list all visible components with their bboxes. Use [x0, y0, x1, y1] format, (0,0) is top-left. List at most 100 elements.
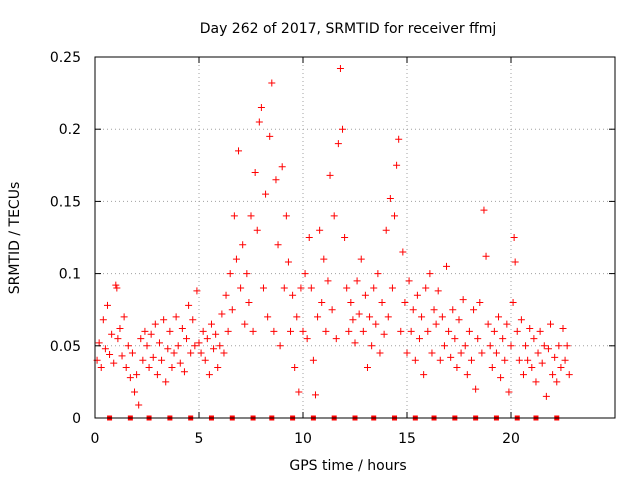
data-point: [353, 277, 361, 285]
data-point: [563, 342, 571, 350]
data-point: [561, 356, 569, 364]
data-point: [357, 255, 365, 263]
data-point: [106, 350, 114, 358]
data-point: [220, 349, 228, 357]
data-point: [515, 356, 523, 364]
data-point: [289, 291, 297, 299]
data-point: [378, 298, 386, 306]
data-point: [268, 79, 276, 87]
data-point: [307, 284, 315, 292]
data-point: [187, 349, 195, 357]
data-point: [303, 335, 311, 343]
data-point: [278, 163, 286, 171]
data-point: [210, 345, 218, 353]
data-point: [153, 371, 161, 379]
data-point: [110, 359, 118, 367]
data-point: [137, 335, 145, 343]
data-point: [472, 385, 480, 393]
data-point: [395, 135, 403, 143]
data-point: [147, 330, 155, 338]
y-tick-label: 0.1: [59, 267, 81, 283]
data-point: [418, 313, 426, 321]
data-point: [343, 284, 351, 292]
data-point: [551, 353, 559, 361]
data-point: [382, 226, 390, 234]
data-point: [251, 169, 259, 177]
data-point: [284, 258, 292, 266]
data-point: [122, 363, 130, 371]
data-point: [405, 277, 413, 285]
data-point: [451, 335, 459, 343]
y-tick-label: 0.05: [50, 339, 81, 355]
scatter-points: [93, 65, 573, 421]
data-point: [108, 330, 116, 338]
data-point: [443, 262, 451, 270]
data-point: [397, 327, 405, 335]
data-point: [228, 306, 236, 314]
x-tick-label: 5: [195, 431, 204, 447]
x-axis-label: GPS time / hours: [289, 458, 406, 474]
data-point: [524, 356, 532, 364]
data-point: [253, 226, 261, 234]
data-point: [143, 342, 151, 350]
data-point: [264, 313, 272, 321]
data-point: [332, 335, 340, 343]
data-point: [162, 378, 170, 386]
data-point: [391, 212, 399, 220]
data-point: [311, 391, 319, 399]
data-point: [322, 327, 330, 335]
data-point: [120, 313, 128, 321]
data-point: [542, 392, 550, 400]
data-point: [149, 353, 157, 361]
data-point: [457, 349, 465, 357]
data-point: [166, 327, 174, 335]
data-point: [95, 339, 103, 347]
data-point: [199, 327, 207, 335]
data-point: [415, 335, 423, 343]
data-point: [413, 291, 421, 299]
data-point: [174, 342, 182, 350]
data-point: [259, 284, 267, 292]
data-point: [193, 287, 201, 295]
data-point: [295, 388, 303, 396]
data-point: [434, 287, 442, 295]
data-point: [536, 327, 544, 335]
data-point: [409, 306, 417, 314]
data-point: [507, 342, 515, 350]
data-point: [347, 298, 355, 306]
x-tick-label: 15: [398, 431, 416, 447]
data-point: [463, 371, 471, 379]
data-point: [490, 327, 498, 335]
data-point: [559, 324, 567, 332]
data-point: [355, 310, 363, 318]
data-point: [553, 378, 561, 386]
data-point: [151, 320, 159, 328]
data-point: [191, 342, 199, 350]
data-point: [262, 190, 270, 198]
data-point: [530, 335, 538, 343]
data-point: [459, 296, 467, 304]
data-point: [299, 327, 307, 335]
data-point: [101, 345, 109, 353]
data-point: [237, 284, 245, 292]
data-point: [547, 320, 555, 328]
data-point: [172, 313, 180, 321]
data-point: [276, 342, 284, 350]
data-point: [305, 234, 313, 241]
data-point: [316, 226, 324, 234]
data-point: [470, 306, 478, 314]
data-point: [436, 356, 444, 364]
data-point: [501, 356, 509, 364]
data-point: [372, 320, 380, 328]
data-point: [128, 349, 136, 357]
plot-frame: [94, 56, 616, 419]
data-point: [447, 353, 455, 361]
data-point: [282, 212, 290, 220]
data-point: [158, 356, 166, 364]
data-point: [203, 335, 211, 343]
data-point: [222, 291, 230, 299]
data-point: [522, 342, 530, 350]
data-point: [411, 356, 419, 364]
